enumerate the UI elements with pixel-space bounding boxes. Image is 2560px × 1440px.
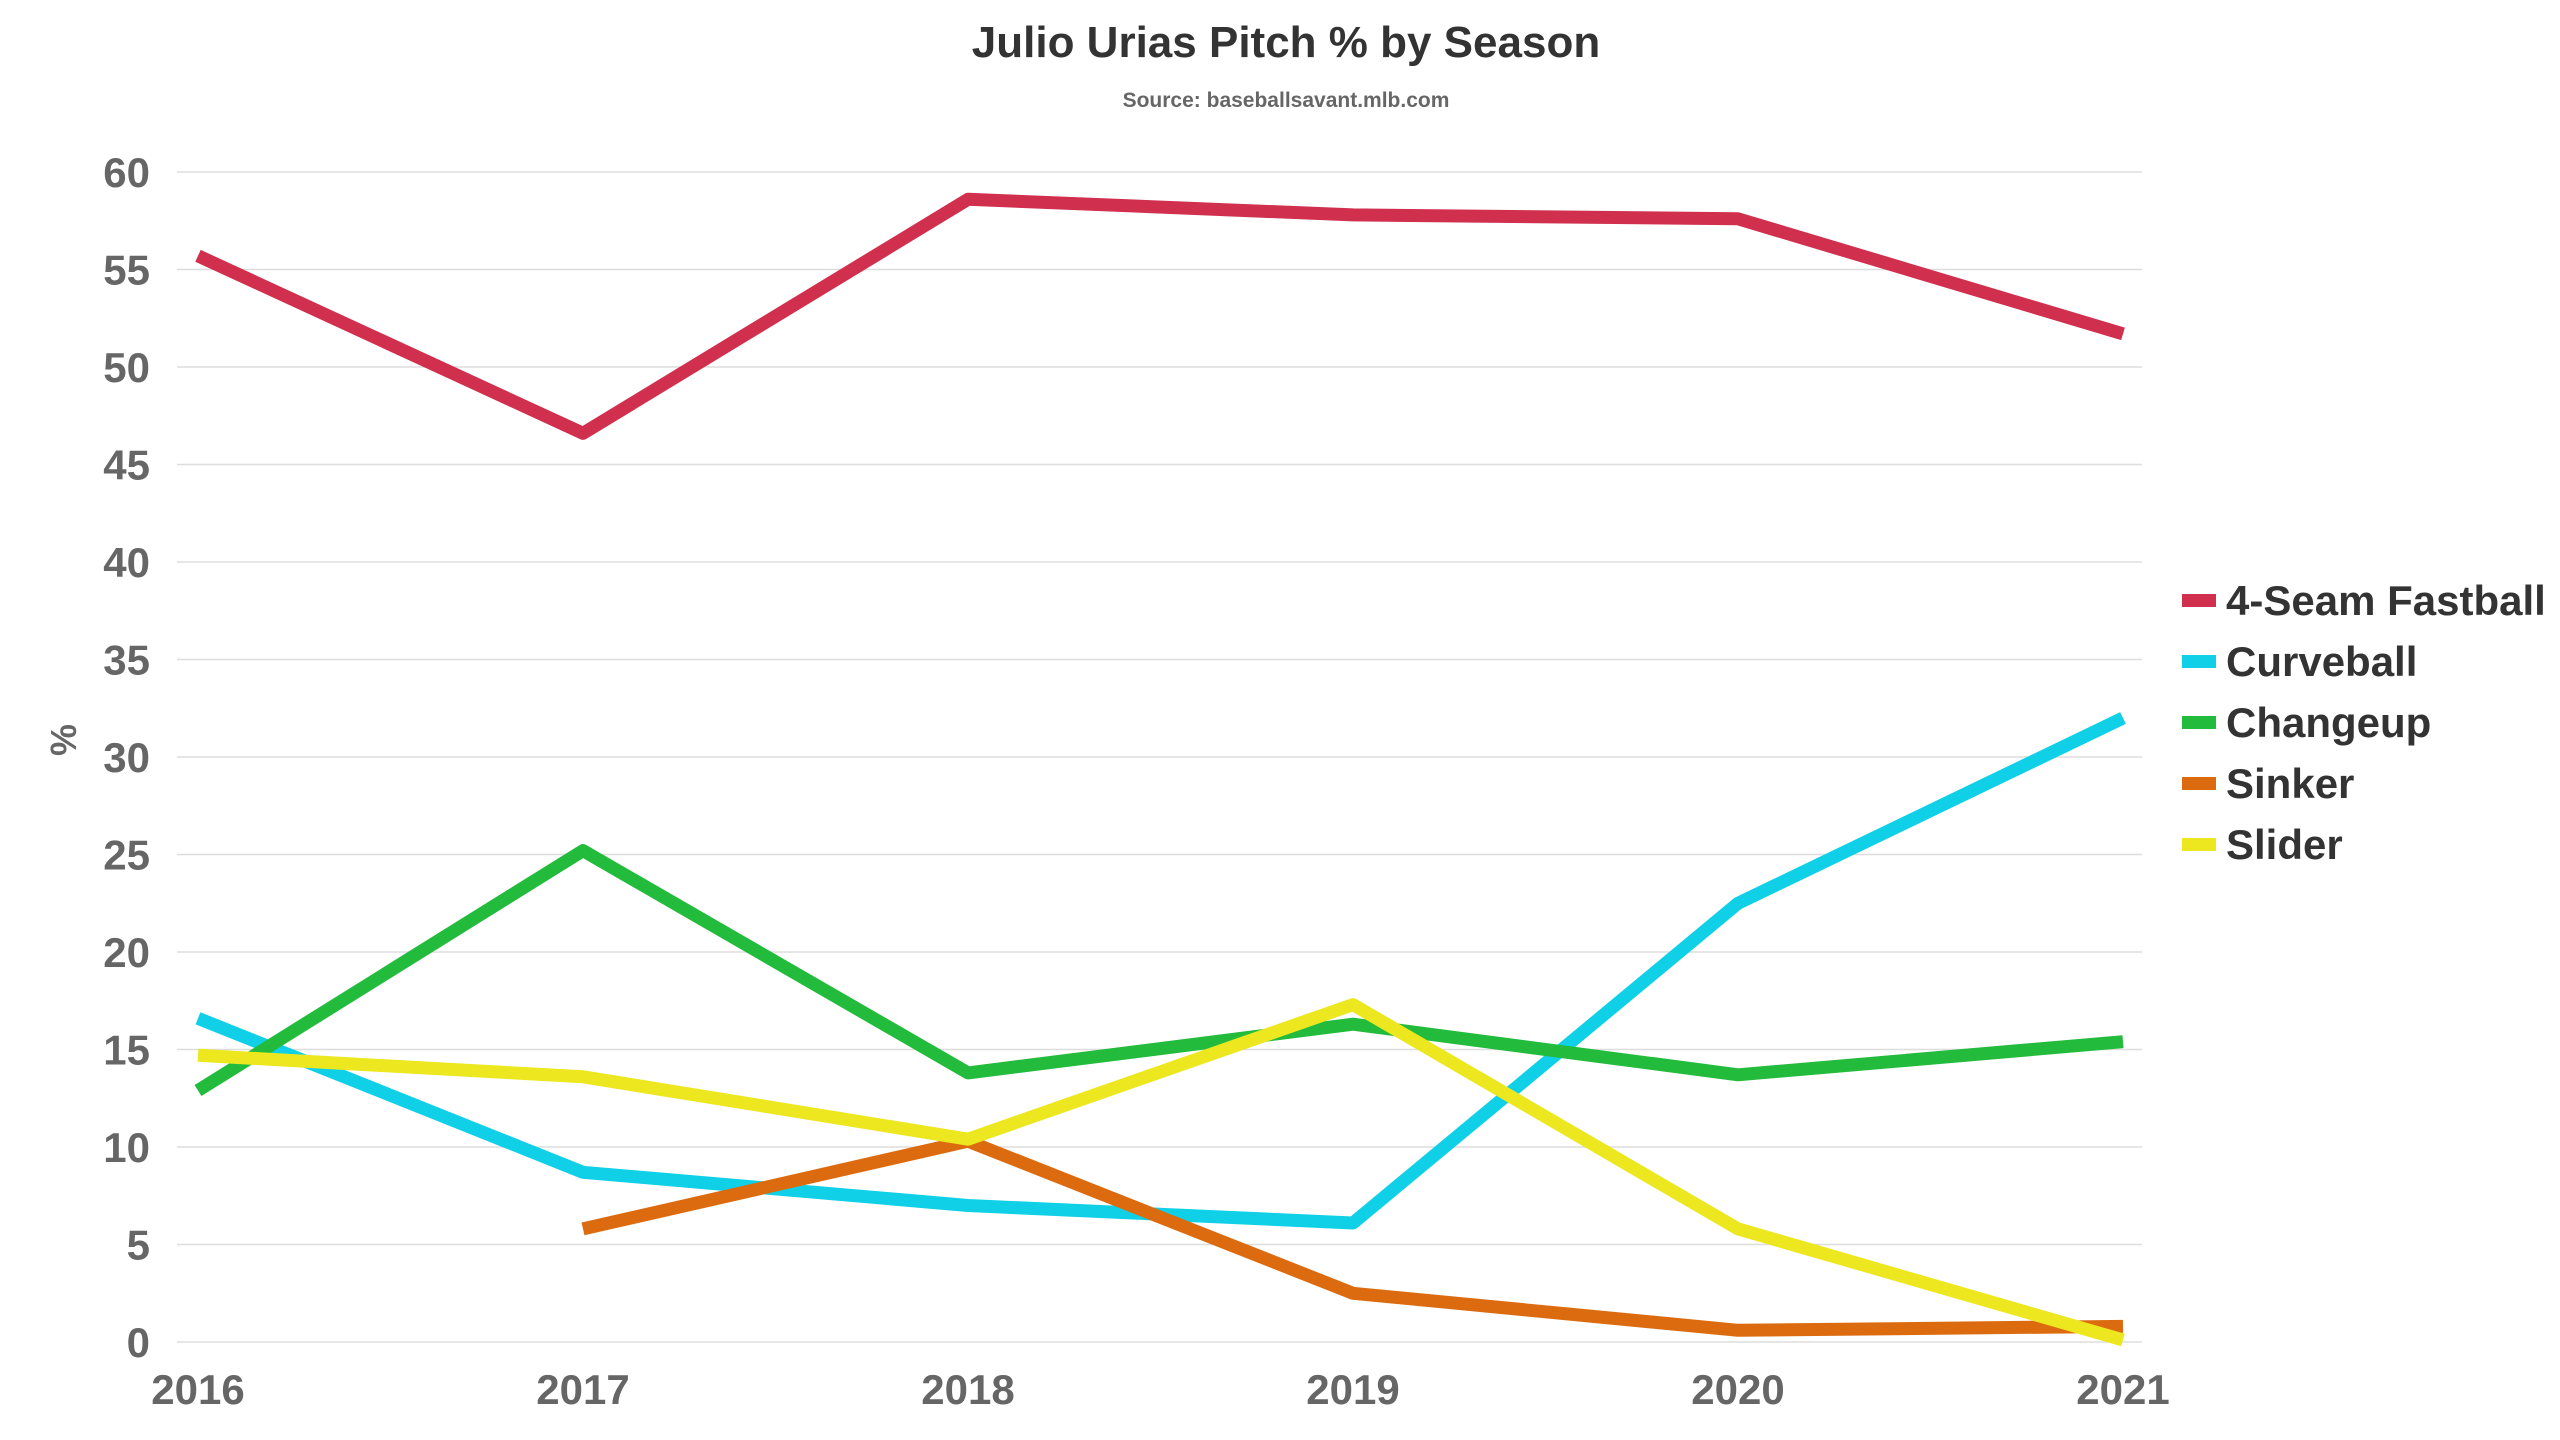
y-tick-label: 10 — [103, 1124, 150, 1171]
y-tick-label: 5 — [127, 1222, 150, 1269]
x-tick-label: 2018 — [921, 1366, 1014, 1413]
line-chart: Julio Urias Pitch % by Season Source: ba… — [0, 0, 2560, 1440]
y-tick-label: 30 — [103, 734, 150, 781]
legend-label: 4-Seam Fastball — [2226, 577, 2546, 624]
legend-swatch — [2182, 594, 2216, 607]
legend-label: Changeup — [2226, 699, 2431, 746]
chart-subtitle: Source: baseballsavant.mlb.com — [1123, 89, 1450, 112]
x-tick-label: 2016 — [151, 1366, 244, 1413]
y-tick-label: 45 — [103, 442, 150, 489]
x-tick-label: 2017 — [536, 1366, 629, 1413]
legend-label: Sinker — [2226, 760, 2354, 807]
legend-swatch — [2182, 777, 2216, 790]
legend-label: Curveball — [2226, 638, 2417, 685]
legend-item: 4-Seam Fastball — [2182, 577, 2546, 624]
legend-swatch — [2182, 716, 2216, 729]
y-tick-label: 25 — [103, 832, 150, 879]
chart-title: Julio Urias Pitch % by Season — [972, 18, 1600, 67]
y-tick-label: 50 — [103, 344, 150, 391]
y-tick-label: 55 — [103, 247, 150, 294]
legend-swatch — [2182, 655, 2216, 668]
y-tick-label: 15 — [103, 1027, 150, 1074]
y-tick-label: 20 — [103, 929, 150, 976]
x-tick-label: 2019 — [1306, 1366, 1399, 1413]
x-tick-label: 2020 — [1691, 1366, 1784, 1413]
legend-swatch — [2182, 838, 2216, 851]
y-axis-label: % — [43, 724, 84, 756]
y-tick-label: 0 — [127, 1319, 150, 1366]
y-tick-label: 40 — [103, 539, 150, 586]
y-tick-label: 35 — [103, 637, 150, 684]
legend-label: Slider — [2226, 821, 2343, 868]
x-tick-label: 2021 — [2076, 1366, 2169, 1413]
y-tick-label: 60 — [103, 149, 150, 196]
